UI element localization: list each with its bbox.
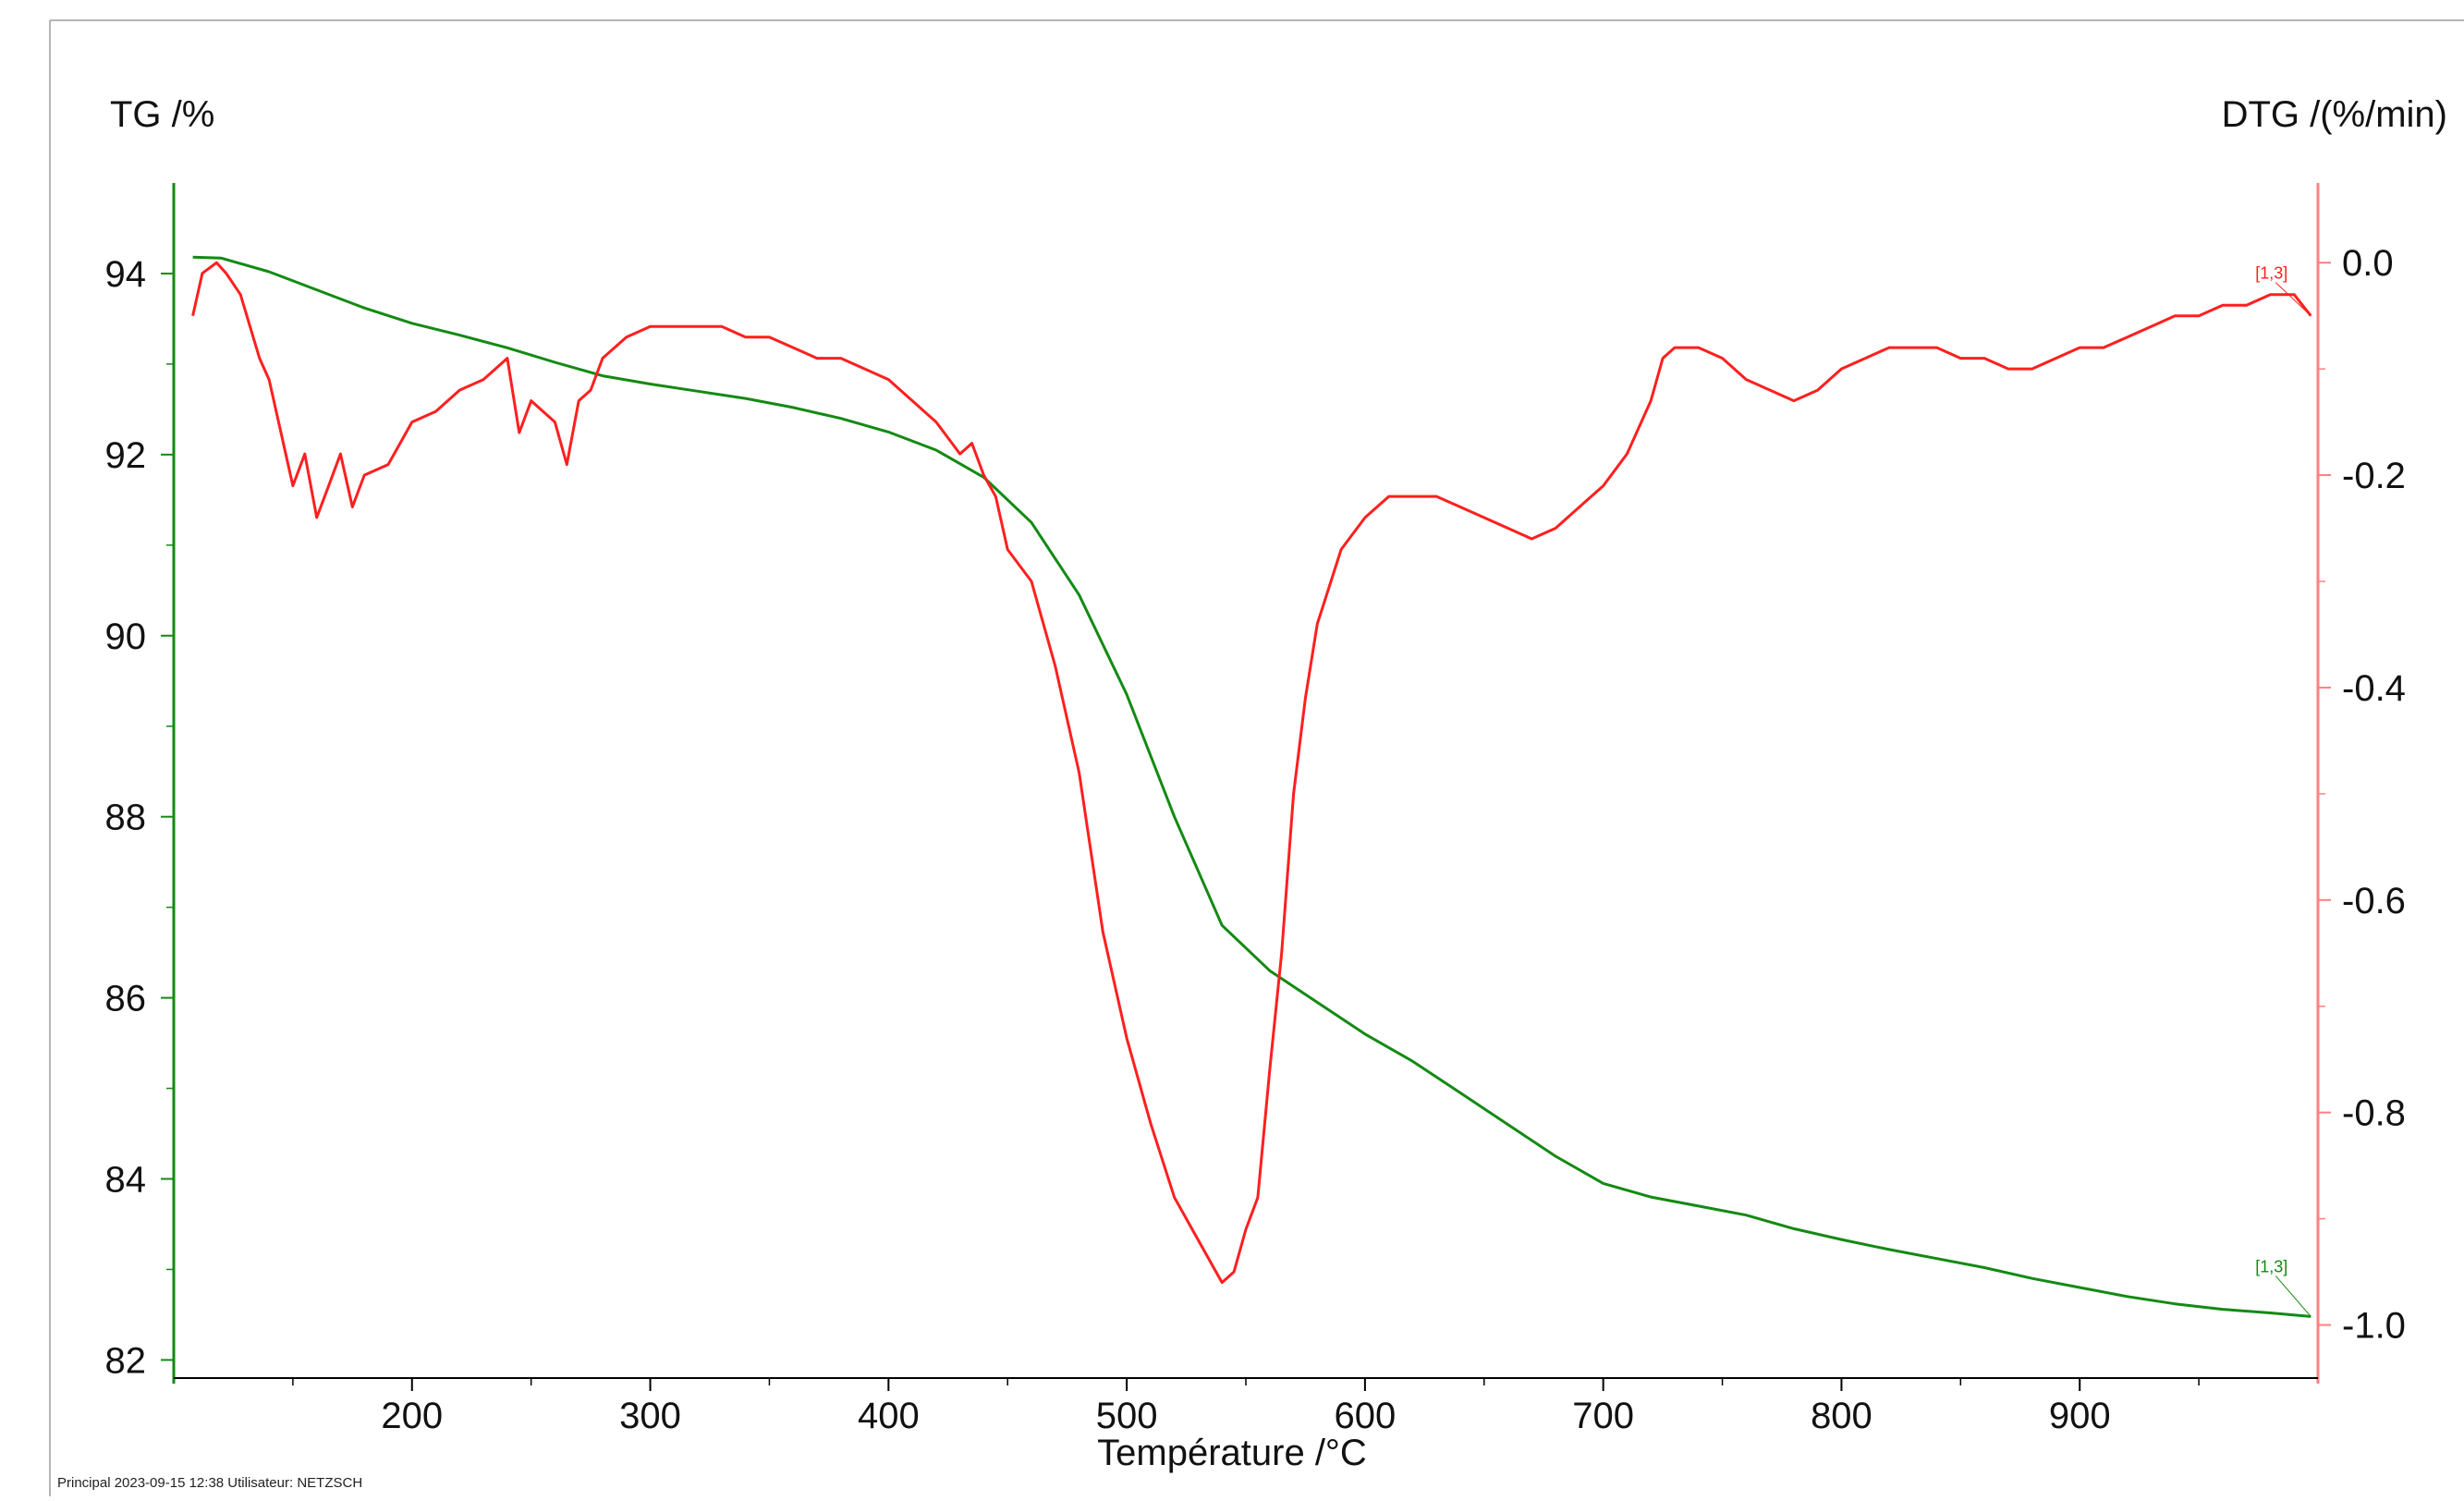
right-tick-label: -1.0 (2342, 1306, 2406, 1347)
annotation-leader (2275, 282, 2312, 317)
right-axis-title: DTG /(%/min) (2222, 94, 2447, 135)
tg-curve-label: [1,3] (2255, 1257, 2287, 1275)
right-tick-label: -0.6 (2342, 881, 2406, 921)
right-tick-label: 0.0 (2342, 243, 2394, 284)
left-tick-label: 94 (105, 254, 147, 295)
left-tick-label: 92 (105, 435, 147, 476)
dtg-curve-label: [1,3] (2255, 264, 2287, 283)
x-tick-label: 200 (381, 1396, 443, 1436)
x-tick-label: 900 (2049, 1396, 2111, 1436)
annotation-leader (2275, 1275, 2312, 1317)
footer-info: Principal 2023-09-15 12:38 Utilisateur: … (57, 1475, 363, 1491)
right-tick-label: -0.8 (2342, 1093, 2406, 1134)
left-tick-label: 86 (105, 979, 147, 1019)
left-tick-label: 84 (105, 1160, 147, 1201)
annotations-group: [1,3] [1,3] (2255, 264, 2312, 1317)
x-tick-label: 300 (619, 1396, 681, 1436)
plot-area (191, 255, 2312, 1318)
x-tick-label: 400 (858, 1396, 920, 1436)
right-tick-label: -0.4 (2342, 668, 2406, 709)
tg-curve (192, 255, 2312, 1318)
x-tick-label: 800 (1811, 1396, 1872, 1436)
x-tick-label: 600 (1335, 1396, 1397, 1436)
left-tick-label: 88 (105, 798, 147, 838)
x-tick-label: 500 (1096, 1396, 1158, 1436)
x-tick-label: 700 (1572, 1396, 1634, 1436)
right-tick-label: -0.2 (2342, 456, 2406, 496)
x-axis-title: Température /°C (1097, 1433, 1367, 1473)
dtg-curve (191, 261, 2312, 1285)
left-tick-label: 82 (105, 1340, 147, 1381)
axes-group: 200 300 400 500 600 700 800 900 82 84 86 88 90 92 94 0.… (105, 183, 2406, 1436)
left-axis-title: TG /% (110, 94, 214, 135)
left-tick-label: 90 (105, 616, 147, 657)
